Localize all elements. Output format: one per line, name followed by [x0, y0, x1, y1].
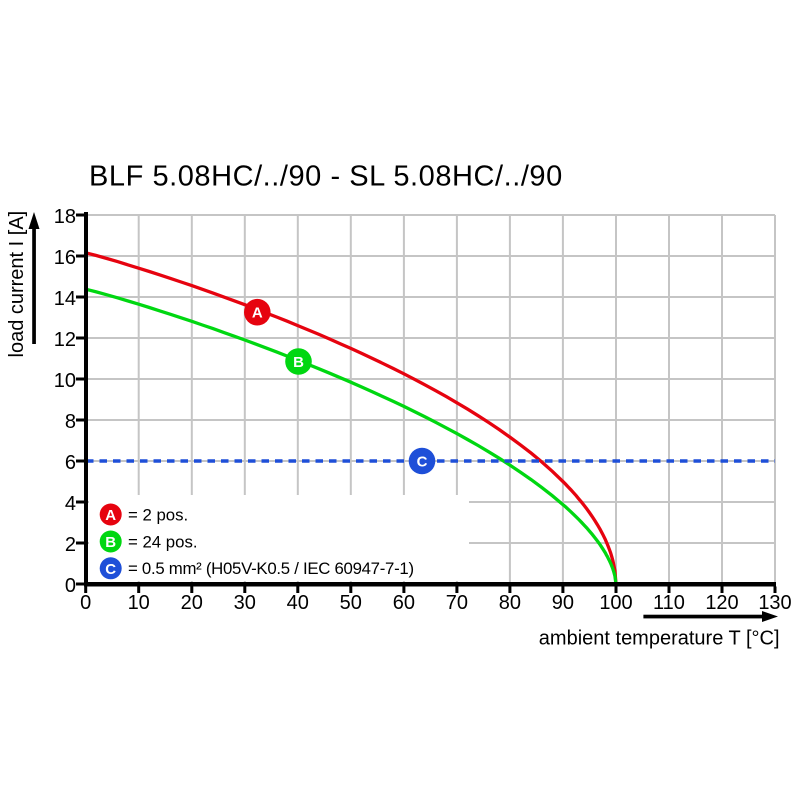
- svg-text:30: 30: [234, 592, 256, 614]
- svg-text:2: 2: [65, 534, 76, 556]
- svg-text:60: 60: [393, 592, 415, 614]
- svg-text:0: 0: [65, 575, 76, 597]
- svg-text:ambient temperature T [°C]: ambient temperature T [°C]: [539, 628, 780, 650]
- svg-text:C: C: [105, 561, 116, 578]
- svg-text:= 0.5 mm² (H05V-K0.5 / IEC 609: = 0.5 mm² (H05V-K0.5 / IEC 60947-7-1): [128, 559, 414, 578]
- svg-text:B: B: [105, 534, 116, 551]
- svg-text:90: 90: [552, 592, 574, 614]
- svg-text:load current I [A]: load current I [A]: [6, 211, 28, 358]
- svg-text:10: 10: [128, 592, 150, 614]
- svg-text:= 24 pos.: = 24 pos.: [128, 532, 198, 551]
- svg-text:12: 12: [54, 329, 76, 351]
- svg-text:C: C: [417, 453, 428, 470]
- svg-text:120: 120: [705, 592, 738, 614]
- svg-text:40: 40: [287, 592, 309, 614]
- svg-text:BLF 5.08HC/../90 - SL 5.08HC/.: BLF 5.08HC/../90 - SL 5.08HC/../90: [89, 161, 563, 193]
- svg-text:110: 110: [653, 592, 685, 614]
- svg-text:10: 10: [54, 370, 76, 392]
- svg-text:80: 80: [499, 592, 521, 614]
- svg-text:B: B: [293, 354, 304, 371]
- svg-text:8: 8: [65, 411, 76, 433]
- svg-text:4: 4: [65, 493, 76, 515]
- svg-text:= 2 pos.: = 2 pos.: [128, 505, 188, 524]
- svg-text:20: 20: [181, 592, 203, 614]
- svg-text:70: 70: [446, 592, 468, 614]
- svg-text:0: 0: [80, 592, 91, 614]
- svg-text:A: A: [252, 305, 263, 322]
- svg-text:A: A: [105, 507, 116, 524]
- svg-text:18: 18: [54, 206, 76, 228]
- svg-text:130: 130: [758, 592, 791, 614]
- svg-text:16: 16: [54, 247, 76, 269]
- svg-text:14: 14: [54, 288, 76, 310]
- svg-text:6: 6: [65, 452, 76, 474]
- svg-text:50: 50: [340, 592, 362, 614]
- svg-text:100: 100: [599, 592, 632, 614]
